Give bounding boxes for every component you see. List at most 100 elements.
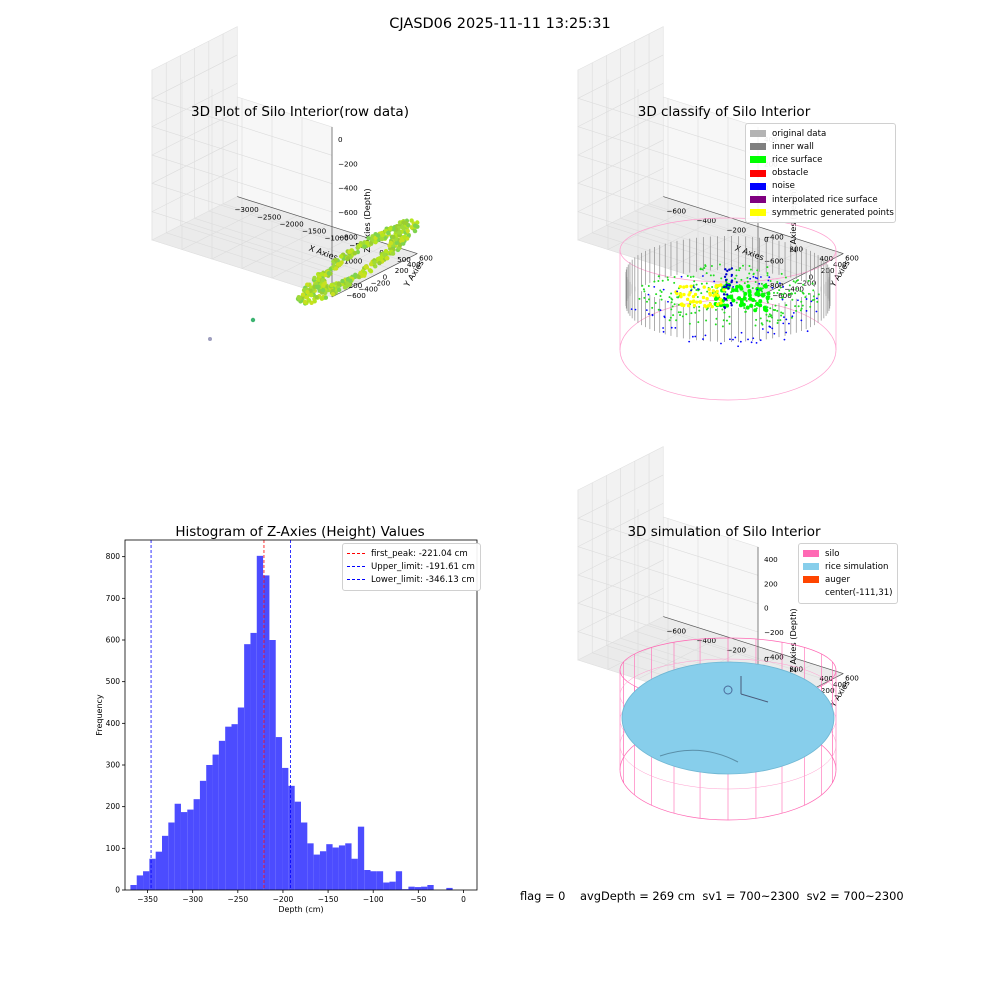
noise-point xyxy=(704,334,707,337)
noise-point xyxy=(662,288,665,291)
rice-surface-point xyxy=(657,280,660,283)
rice-surface-point xyxy=(748,296,753,301)
y-tick-label: 600 xyxy=(845,254,859,263)
raw-point xyxy=(352,251,357,256)
noise-point xyxy=(783,338,786,341)
raw-point xyxy=(384,255,390,261)
histogram-bar xyxy=(351,858,358,890)
raw-point xyxy=(330,292,336,297)
histogram-bar xyxy=(301,822,308,890)
rice-surface-point xyxy=(745,299,748,302)
raw-point xyxy=(401,241,406,246)
histogram-bar xyxy=(294,801,301,890)
rice-surface-point xyxy=(720,277,723,280)
x-tick-label: −50 xyxy=(410,895,426,904)
noise-point xyxy=(723,305,726,309)
raw-point xyxy=(208,337,212,341)
rice-surface-point xyxy=(780,311,783,314)
grid-line xyxy=(648,453,830,682)
histogram-bar xyxy=(231,724,238,890)
histogram-bar xyxy=(408,886,415,890)
rice-surface-point xyxy=(767,315,770,318)
rice-surface-point xyxy=(766,300,769,303)
noise-point xyxy=(805,310,808,312)
grid-line xyxy=(577,474,759,576)
rice-surface-point xyxy=(698,305,701,308)
legend-label: rice surface xyxy=(772,154,823,165)
histogram-bar xyxy=(427,885,434,890)
rice-surface-point xyxy=(660,298,663,301)
rice-surface-point xyxy=(801,304,804,307)
histogram-bar xyxy=(206,765,213,890)
histogram-bar xyxy=(244,644,251,890)
raw-point xyxy=(386,230,391,236)
noise-point xyxy=(782,322,785,325)
x-tick-label: −400 xyxy=(696,636,716,645)
rice-surface-point xyxy=(774,304,777,307)
rice-surface-point xyxy=(791,298,794,301)
raw-point xyxy=(333,266,339,271)
histogram-bar xyxy=(199,780,207,890)
noise-point xyxy=(729,338,731,341)
rice-surface-point xyxy=(795,287,798,290)
symmetric-point xyxy=(698,300,702,304)
rice-surface-point xyxy=(679,314,682,317)
noise-point xyxy=(725,273,728,276)
legend-swatch-silo xyxy=(803,550,819,558)
rice-surface-point xyxy=(706,290,709,293)
legend-swatch-auger xyxy=(803,576,819,584)
rice-surface-point xyxy=(776,292,779,295)
rice-surface-point xyxy=(723,311,726,314)
noise-point xyxy=(726,269,729,273)
y-tick-label: 400 xyxy=(833,260,847,269)
noise-point xyxy=(767,331,769,334)
noise-point xyxy=(647,293,650,296)
raw-point xyxy=(400,224,405,230)
raw-point xyxy=(316,277,321,282)
legend-swatch-rice-surface xyxy=(750,156,766,164)
symmetric-point xyxy=(722,288,726,292)
raw-point xyxy=(336,287,342,293)
rice-surface-point xyxy=(754,299,757,302)
rice-surface-point xyxy=(685,313,688,316)
raw-point xyxy=(329,282,334,288)
x-tick-label: −150 xyxy=(318,895,339,904)
x-tick-label: 200 xyxy=(789,664,803,673)
legend-label: Upper_limit: -191.61 cm xyxy=(371,561,475,572)
raw-point xyxy=(336,262,342,267)
simulation-panel-title: 3D simulation of Silo Interior xyxy=(627,524,821,540)
histogram-y-axis-label: Frequency xyxy=(95,694,104,736)
rice-surface-point xyxy=(747,289,752,294)
raw-point xyxy=(382,252,387,257)
x-tick-label: −1000 xyxy=(324,234,349,243)
rice-surface-point xyxy=(749,268,752,271)
histogram-bar xyxy=(332,847,339,890)
y-tick-label: 400 xyxy=(106,719,121,728)
z-tick-label: −400 xyxy=(764,652,784,661)
legend-label: rice simulation xyxy=(825,561,889,572)
noise-point xyxy=(771,327,774,330)
raw-point xyxy=(347,249,352,254)
rice-surface-point xyxy=(765,313,768,316)
x-tick-label: −200 xyxy=(726,645,746,654)
symmetric-point xyxy=(692,299,696,303)
legend-line-lower-limit xyxy=(347,579,365,581)
raw-point xyxy=(314,295,319,300)
rice-surface-point xyxy=(800,300,803,303)
symmetric-point xyxy=(719,301,723,305)
symmetric-point xyxy=(715,289,719,294)
raw-point xyxy=(412,228,418,234)
rice-surface-point xyxy=(669,316,672,319)
x-tick-label: −200 xyxy=(726,225,746,234)
rice-surface-point xyxy=(759,317,762,320)
legend-swatch-original xyxy=(750,130,766,138)
rice-surface-point xyxy=(739,267,742,270)
histogram-frame xyxy=(124,539,478,891)
noise-point xyxy=(692,286,695,288)
rice-surface-point xyxy=(776,309,779,312)
noise-point xyxy=(674,326,677,329)
raw-point xyxy=(319,296,325,301)
rice-surface-point xyxy=(760,282,763,285)
rice-surface-point xyxy=(817,293,820,296)
rice-surface-point xyxy=(668,296,671,299)
